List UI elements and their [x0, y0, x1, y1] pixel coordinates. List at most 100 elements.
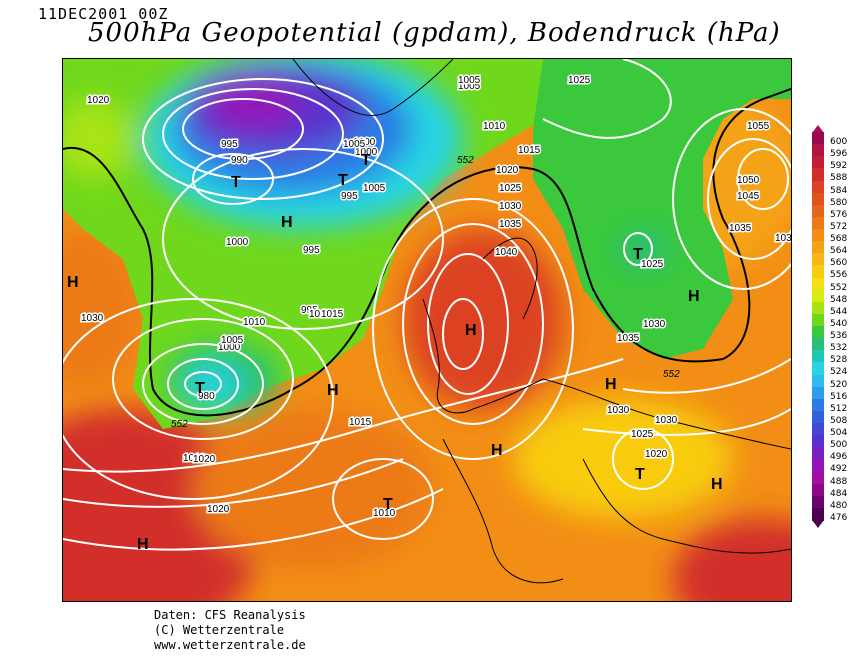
- colorbar-label: 508: [830, 415, 848, 426]
- colorbar-label: 544: [830, 306, 848, 317]
- isobar-label: 1005: [458, 75, 481, 86]
- colorbar-label: 568: [830, 234, 848, 244]
- high-pressure-center: H: [327, 382, 339, 399]
- colorbar-label: 584: [830, 185, 848, 196]
- colorbar-label: 600: [830, 137, 848, 147]
- colorbar-swatch: [812, 447, 824, 460]
- isobar-label: 980: [198, 391, 215, 402]
- colorbar-swatch: [812, 459, 824, 472]
- colorbar-label: 504: [830, 428, 848, 438]
- colorbar-swatch: [812, 204, 824, 218]
- colorbar-swatch: [812, 156, 824, 169]
- isobar-label: 1000: [226, 237, 249, 248]
- colorbar-swatch: [812, 350, 824, 363]
- isobar-label: 1025: [568, 75, 591, 86]
- colorbar-label: 540: [830, 318, 848, 329]
- isobar-label: 1005: [363, 183, 386, 194]
- isobar-label: 1030: [607, 405, 630, 416]
- isobar-label: 995: [301, 305, 318, 316]
- colorbar-label: 516: [830, 391, 848, 402]
- colorbar-label: 532: [830, 343, 848, 354]
- high-pressure-center: H: [605, 376, 617, 393]
- isobar-label: 990: [231, 155, 248, 166]
- isobar-label: 1010: [373, 508, 396, 519]
- isobar-labels: 1020100010059951010995100510009959909951…: [80, 74, 792, 521]
- credits-source: Daten: CFS Reanalysis: [154, 608, 306, 622]
- isobar-label: 1025: [499, 183, 522, 194]
- isobar-label: 995: [303, 245, 320, 256]
- colorbar-swatch: [812, 374, 824, 388]
- colorbar-max-arrow: [812, 125, 824, 133]
- isobar-label: 1005: [221, 335, 244, 346]
- colorbar-label: 500: [830, 440, 848, 451]
- colorbar-min-arrow: [812, 520, 824, 528]
- colorbar-label: 484: [830, 488, 848, 499]
- isobar-label: 1030: [81, 313, 104, 324]
- colorbar-swatch: [812, 253, 824, 266]
- isobar-label: 1010: [243, 317, 266, 328]
- isobar-label: 1005: [343, 139, 366, 150]
- colorbar-label: 488: [830, 476, 848, 487]
- isobar-label: 1000: [218, 342, 241, 353]
- isobar-label: 995: [341, 191, 358, 202]
- isobar-label: 1035: [499, 219, 522, 230]
- colorbar-swatch: [812, 398, 824, 412]
- high-pressure-center: H: [491, 442, 503, 459]
- colorbar-swatch: [812, 277, 824, 291]
- isobar-label: 1030: [643, 319, 666, 330]
- colorbar-label: 536: [830, 331, 848, 341]
- isobar-label: 1055: [747, 121, 770, 132]
- colorbar-label: 552: [830, 282, 848, 293]
- colorbar-label: 596: [830, 149, 848, 160]
- colorbar-swatch: [812, 241, 824, 254]
- high-pressure-center: H: [137, 536, 149, 553]
- colorbar-label: 592: [830, 161, 848, 172]
- colorbar-swatch: [812, 180, 824, 194]
- colorbar-swatch: [812, 216, 824, 230]
- colorbar-swatch: [812, 435, 824, 448]
- isobar-label: 995: [221, 139, 238, 150]
- colorbar-label: 496: [830, 452, 848, 463]
- isobar-label: 1025: [631, 429, 654, 440]
- isobar-label: 1035: [617, 333, 640, 344]
- credits-website[interactable]: www.wetterzentrale.de: [154, 638, 306, 652]
- isobar-label: 1015: [349, 417, 372, 428]
- colorbar-label: 492: [830, 464, 848, 475]
- colorbar-label: 580: [830, 197, 848, 208]
- isobar-label: 1015: [518, 145, 541, 156]
- colorbar-swatch: [812, 423, 824, 436]
- colorbar-swatch: [812, 386, 824, 400]
- colorbar-label: 588: [830, 173, 848, 184]
- geopotential-field: [63, 59, 791, 601]
- geopotential-label: 552: [663, 369, 680, 380]
- isobar-label: 1020: [193, 454, 216, 465]
- isobar-label: 1000: [353, 137, 376, 148]
- isobar-label: 1050: [737, 175, 760, 186]
- high-pressure-center: H: [688, 288, 700, 305]
- isobar-label: 1005: [458, 81, 481, 92]
- colorbar-label: 476: [830, 512, 848, 523]
- low-pressure-center: T: [633, 246, 643, 263]
- geopotential-label: 552: [171, 419, 188, 430]
- isobar-label: 1040: [495, 247, 518, 258]
- coastlines: [292, 59, 791, 584]
- low-pressure-center: T: [338, 172, 348, 189]
- colorbar-swatch: [812, 192, 824, 206]
- isobar-label: 1030: [499, 201, 522, 212]
- colorbar-swatch: [812, 289, 824, 303]
- colorbar-swatch: [812, 471, 824, 485]
- low-pressure-center: T: [361, 152, 371, 169]
- colorbar-label: 560: [830, 258, 848, 269]
- colorbar-swatch: [812, 313, 824, 327]
- colorbar: [812, 132, 824, 521]
- isobar-label: 1020: [87, 95, 110, 106]
- low-pressure-center: T: [231, 174, 241, 191]
- isobar-label: 1010: [183, 453, 206, 464]
- high-pressure-center: H: [711, 476, 723, 493]
- colorbar-swatch: [812, 338, 824, 351]
- colorbar-swatch: [812, 410, 824, 424]
- chart-title: 500hPa Geopotential (gpdam), Bodendruck …: [88, 18, 781, 48]
- credits: Daten: CFS Reanalysis (C) Wetterzentrale…: [154, 608, 306, 653]
- isobar-label: 1045: [737, 191, 760, 202]
- colorbar-label: 524: [830, 367, 848, 378]
